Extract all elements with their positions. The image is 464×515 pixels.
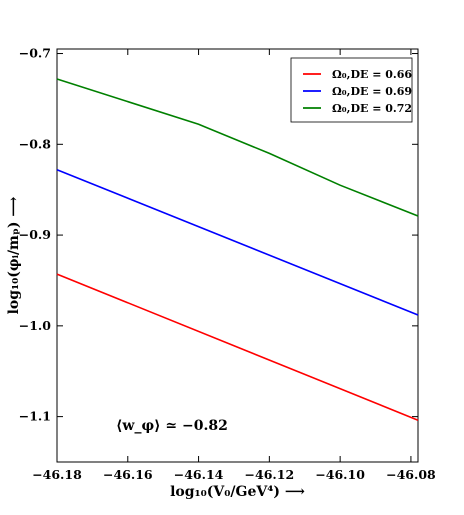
legend: Ω₀,DE = 0.66 Ω₀,DE = 0.69 Ω₀,DE = 0.72 [290,57,413,123]
y-tick-label: −0.8 [19,136,52,151]
series-line-1 [56,273,419,421]
tick-marks [56,49,418,462]
y-tick-label: −0.9 [19,227,51,242]
legend-box [290,57,413,123]
y-tick-label: −1.0 [19,318,52,333]
x-tick-label: −46.14 [174,467,224,482]
y-tick-labels: −0.7 −0.8 −0.9 −1.0 −1.1 [19,46,52,424]
legend-label: Ω₀,DE = 0.72 [332,102,412,115]
series-lines [56,78,419,421]
series-line-2 [56,168,419,316]
x-tick-label: −46.16 [103,467,153,482]
y-tick-label: −0.7 [19,46,51,61]
plot-area [56,48,419,463]
x-tick-labels: −46.18 −46.16 −46.14 −46.12 −46.10 −46.08 [32,467,436,482]
x-tick-label: −46.18 [32,467,82,482]
x-axis-label: log₁₀(V₀/GeV⁴) ⟶ [170,484,305,500]
y-axis-label: log₁₀(φᵢ/mₚ) ⟶ [6,197,22,315]
legend-label: Ω₀,DE = 0.69 [332,85,412,98]
y-tick-label: −1.1 [19,409,51,424]
x-tick-label: −46.08 [386,467,436,482]
series-line-3 [56,78,419,217]
x-tick-label: −46.12 [245,467,295,482]
x-tick-label: −46.10 [315,467,365,482]
legend-label: Ω₀,DE = 0.66 [332,68,412,81]
annotation: ⟨w_φ⟩ ≃ −0.82 [116,418,228,434]
